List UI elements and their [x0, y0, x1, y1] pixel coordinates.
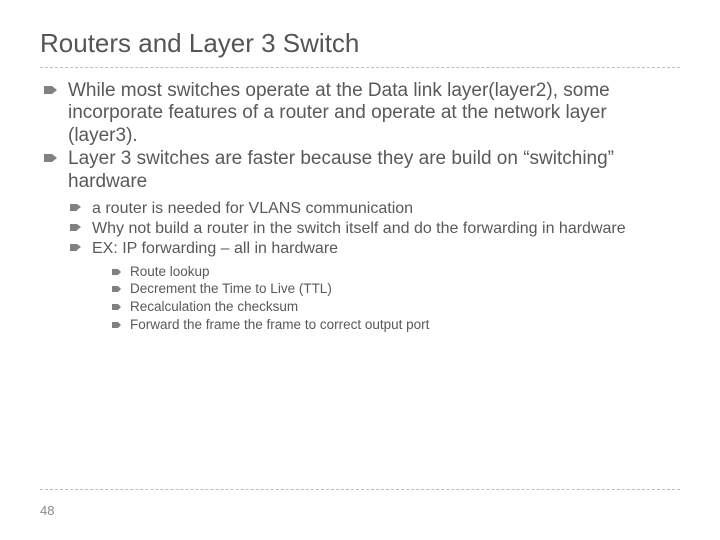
list-item-text: Why not build a router in the switch its… [92, 220, 626, 237]
list-item: Decrement the Time to Live (TTL) [110, 281, 680, 298]
list-item-text: Forward the frame the frame to correct o… [130, 317, 429, 332]
list-item: a router is needed for VLANS communicati… [68, 199, 680, 218]
page-number: 48 [40, 503, 54, 518]
list-item: Recalculation the checksum [110, 299, 680, 316]
title-divider [40, 67, 680, 68]
bullet-list-level2: a router is needed for VLANS communicati… [68, 199, 680, 334]
list-item-text: a router is needed for VLANS communicati… [92, 200, 413, 217]
list-item-text: Decrement the Time to Live (TTL) [130, 281, 332, 296]
list-item-text: Route lookup [130, 264, 210, 279]
footer-divider [40, 489, 680, 490]
bullet-list-level1: While most switches operate at the Data … [40, 80, 680, 334]
bullet-list-level3: Route lookup Decrement the Time to Live … [110, 264, 680, 335]
list-item: EX: IP forwarding – all in hardware Rout… [68, 239, 680, 334]
list-item: Why not build a router in the switch its… [68, 219, 680, 238]
list-item-text: Layer 3 switches are faster because they… [68, 148, 614, 191]
list-item: Layer 3 switches are faster because they… [40, 148, 680, 334]
list-item: While most switches operate at the Data … [40, 80, 680, 147]
slide: Routers and Layer 3 Switch While most sw… [0, 0, 720, 540]
list-item-text: Recalculation the checksum [130, 299, 298, 314]
list-item: Forward the frame the frame to correct o… [110, 317, 680, 334]
list-item-text: EX: IP forwarding – all in hardware [92, 240, 338, 257]
list-item: Route lookup [110, 264, 680, 281]
page-title: Routers and Layer 3 Switch [40, 28, 680, 59]
list-item-text: While most switches operate at the Data … [68, 80, 610, 146]
